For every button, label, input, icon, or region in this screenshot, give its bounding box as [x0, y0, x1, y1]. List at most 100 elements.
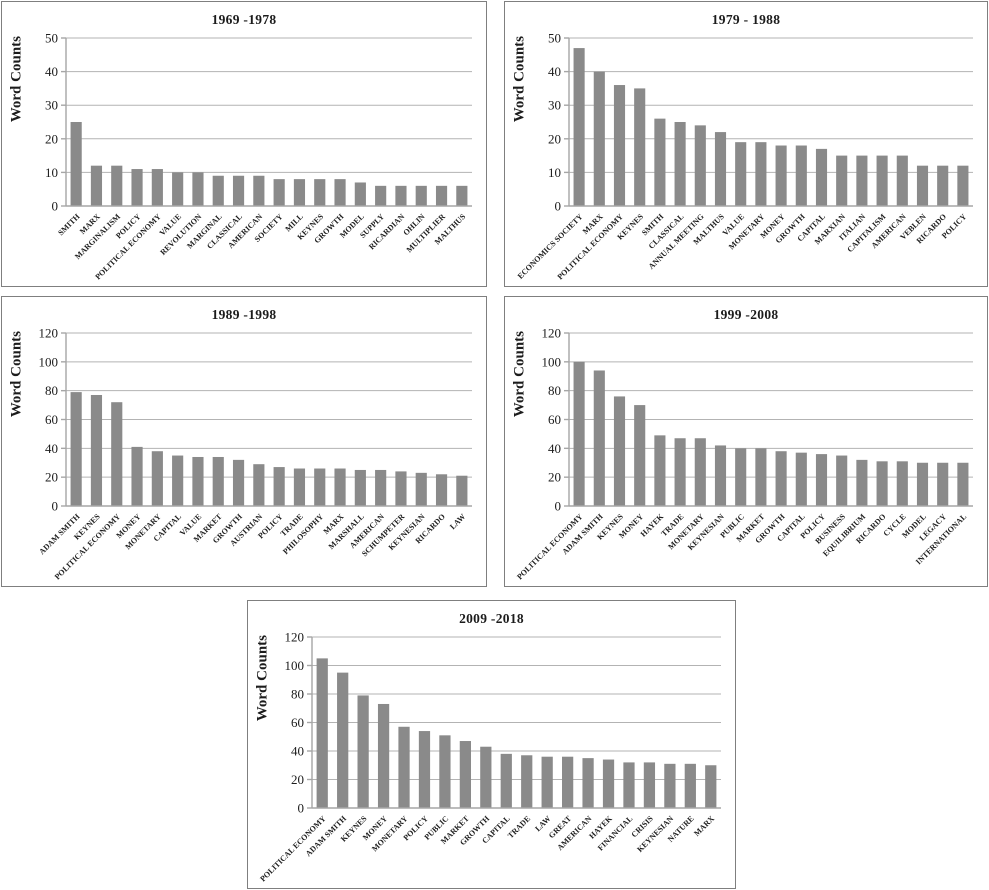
chart-panel-2009-2018: 2009 -2018 Word Counts 0 20 40 60 80 100 120 PO… [247, 600, 736, 889]
bar [634, 88, 646, 206]
y-tick-label: 100 [285, 658, 305, 673]
y-tick-label: 20 [548, 131, 561, 146]
bar [916, 462, 929, 506]
bar [775, 145, 787, 206]
bar [755, 448, 767, 506]
bar [456, 185, 468, 206]
bar [815, 454, 828, 506]
bar [541, 756, 553, 808]
bar [856, 155, 868, 206]
bar [334, 179, 346, 206]
y-tick-label: 0 [555, 199, 562, 214]
bar [521, 755, 533, 808]
bar [896, 155, 908, 206]
bar [375, 185, 387, 206]
bar [775, 451, 787, 506]
bar [634, 405, 646, 506]
bar [232, 175, 245, 206]
bar [957, 165, 969, 206]
bar [815, 148, 828, 206]
bar [415, 472, 427, 506]
bar [613, 396, 626, 506]
chart-title: 1989 -1998 [211, 307, 277, 322]
bar [377, 703, 390, 808]
y-tick-label: 100 [39, 354, 59, 369]
y-tick-label: 80 [291, 687, 304, 702]
y-tick-label: 40 [548, 64, 561, 79]
bar [836, 455, 848, 506]
bar [70, 122, 82, 206]
bar [253, 175, 265, 206]
x-tick-label: SMITH [56, 212, 82, 238]
bar [90, 394, 103, 506]
bar [357, 695, 369, 808]
bar [480, 746, 492, 808]
y-tick-label: 40 [45, 64, 58, 79]
y-tick-label: 40 [45, 441, 58, 456]
bar [684, 763, 696, 808]
bar [337, 672, 349, 808]
y-tick-label: 0 [52, 199, 59, 214]
bar [131, 446, 143, 506]
y-tick-label: 120 [39, 326, 59, 341]
bar [316, 658, 328, 808]
chart-title: 2009 -2018 [459, 611, 524, 626]
bar [172, 455, 184, 506]
bar [435, 474, 448, 506]
y-tick-label: 20 [548, 470, 561, 485]
bar [354, 469, 366, 506]
y-tick-label: 20 [291, 772, 304, 787]
bar [735, 142, 747, 206]
bar [836, 155, 848, 206]
bar [111, 165, 123, 206]
y-tick-label: 60 [45, 412, 58, 427]
bar [395, 185, 407, 206]
y-tick-label: 80 [548, 383, 561, 398]
bar [957, 462, 969, 506]
bar [293, 468, 306, 506]
bar [415, 185, 427, 206]
chart-panel-1989-1998: 1989 -1998 Word Counts 0 20 40 60 80 100 120 AD… [1, 296, 487, 587]
chart-title: 1979 - 1988 [711, 12, 781, 27]
bar [937, 165, 949, 206]
y-tick-label: 10 [548, 165, 561, 180]
chart-panel-1969-1978: 1969 -1978 Word Counts 0 10 20 30 40 50 SMITH M… [1, 1, 487, 287]
bar [654, 118, 666, 206]
bar [674, 122, 686, 206]
bar [613, 85, 626, 206]
y-tick-label: 40 [291, 744, 304, 759]
bar [293, 179, 306, 206]
bar [439, 735, 451, 808]
bar [573, 361, 585, 506]
bar [593, 370, 605, 506]
bar [459, 741, 471, 808]
bar [602, 759, 615, 808]
bar [131, 169, 143, 206]
bar [456, 475, 468, 506]
bar [273, 467, 285, 506]
bar [714, 445, 727, 506]
y-tick-label: 120 [285, 630, 305, 645]
y-tick-label: 40 [548, 441, 561, 456]
bar [172, 172, 184, 206]
y-tick-label: 10 [45, 165, 58, 180]
bar [314, 468, 326, 506]
bar [795, 452, 807, 506]
bar [435, 185, 448, 206]
bar [253, 464, 265, 506]
y-tick-label: 60 [548, 412, 561, 427]
bar [896, 461, 908, 506]
bar [398, 726, 410, 808]
x-tick-label: TRADE [506, 814, 532, 840]
bar [694, 125, 706, 206]
chart-panel-1979-1988: 1979 - 1988 Word Counts 0 10 20 30 40 50 ECONO… [504, 1, 988, 287]
y-tick-label: 120 [542, 326, 562, 341]
y-tick-label: 50 [548, 31, 561, 46]
bar [273, 179, 285, 206]
chart-title: 1969 -1978 [211, 12, 277, 27]
bar [593, 71, 605, 206]
bar [573, 48, 585, 206]
bar [395, 471, 407, 506]
